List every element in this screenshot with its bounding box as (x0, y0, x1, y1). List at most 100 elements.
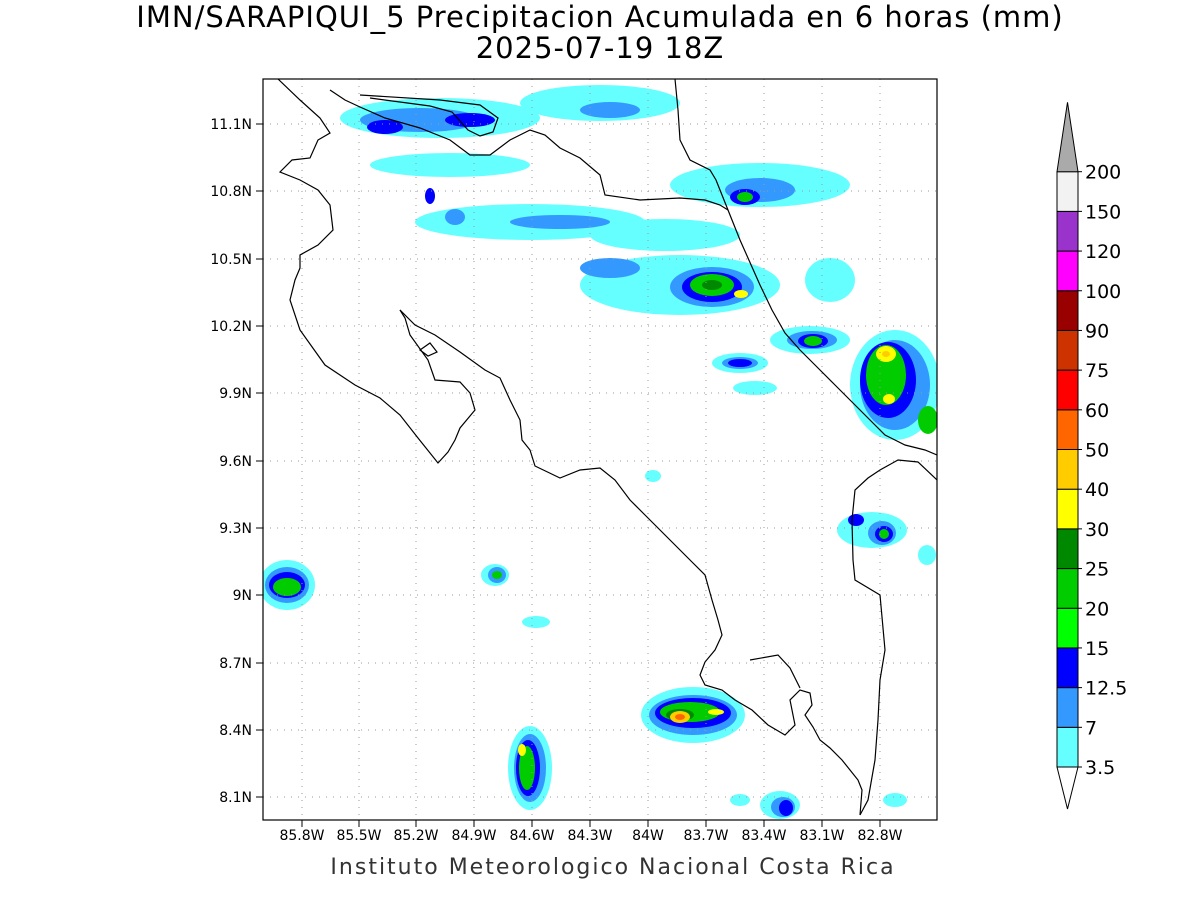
legend-level-label: 30 (1085, 519, 1109, 541)
legend-swatch (1056, 329, 1079, 371)
precip-area (882, 351, 890, 357)
precip-area (445, 113, 495, 127)
map-subtitle: 2025-07-19 18Z (475, 31, 725, 65)
precip-area (510, 215, 610, 229)
lat-label: 9.3N (219, 521, 252, 537)
lat-label: 11.1N (210, 117, 252, 133)
island-outline (418, 342, 438, 357)
legend-level-label: 90 (1085, 320, 1109, 342)
precip-area (883, 793, 907, 807)
precip-area (445, 209, 465, 225)
precip-area (273, 578, 301, 596)
legend-level-label: 75 (1085, 360, 1109, 382)
precip-area (918, 406, 937, 434)
legend-swatch (1056, 171, 1079, 212)
lat-label: 10.2N (210, 319, 252, 335)
lat-label: 8.4N (219, 723, 252, 739)
precip-area (580, 258, 640, 278)
lon-label: 83.4W (741, 828, 786, 844)
legend-swatch (1056, 488, 1079, 530)
lat-label: 8.1N (219, 790, 252, 806)
precip-area (848, 514, 864, 526)
lon-label: 83.7W (683, 828, 728, 844)
precip-area (779, 800, 793, 816)
legend-level-label: 100 (1085, 281, 1121, 303)
map-grid (263, 79, 937, 820)
precip-area (804, 336, 822, 346)
longitude-labels: 85.8W 85.5W 85.2W 84.9W 84.6W 84.3W 84W … (279, 828, 902, 844)
precip-area (805, 258, 855, 302)
legend-swatch (1056, 290, 1079, 331)
lon-label: 85.8W (279, 828, 324, 844)
lake-shore (359, 94, 499, 137)
legend-level-label: 60 (1085, 400, 1109, 422)
lon-label: 84.9W (451, 828, 496, 844)
map-title: IMN/SARAPIQUI_5 Precipitacion Acumulada … (136, 0, 1064, 34)
legend-level-label: 40 (1085, 479, 1109, 501)
legend-swatch (1056, 250, 1079, 292)
precip-area (918, 545, 936, 565)
gulf-coast (399, 309, 863, 816)
precip-area (866, 345, 906, 405)
legend-arrow-low (1056, 766, 1079, 810)
legend-level-label: 200 (1085, 162, 1121, 184)
lat-label: 9.9N (219, 386, 252, 402)
lat-label: 8.7N (219, 656, 252, 672)
axis-ticks (256, 123, 881, 827)
lon-label: 84W (632, 828, 664, 844)
nicaragua-border (329, 89, 729, 211)
legend-level-label: 20 (1085, 598, 1109, 620)
legend-swatch (1056, 210, 1079, 252)
precip-area (580, 102, 640, 118)
legend-swatch (1056, 647, 1079, 689)
precip-area (702, 280, 722, 290)
precip-area (370, 153, 530, 177)
caribbean-coast (674, 79, 937, 456)
precip-area (675, 714, 685, 720)
credit-text: Instituto Meteorologico Nacional Costa R… (330, 855, 896, 880)
precip-area (728, 359, 752, 367)
lon-label: 84.6W (509, 828, 554, 844)
legend-swatch (1056, 568, 1079, 609)
precip-area (519, 746, 535, 790)
legend-level-label: 150 (1085, 201, 1121, 223)
legend-swatch (1056, 369, 1079, 411)
legend-swatch (1056, 726, 1079, 768)
legend-swatch (1056, 449, 1079, 490)
precip-area (733, 381, 777, 395)
legend-level-label: 15 (1085, 638, 1109, 660)
lon-label: 85.5W (336, 828, 381, 844)
precip-area (734, 290, 748, 298)
legend-swatch (1056, 528, 1079, 570)
osa-peninsula (749, 654, 801, 689)
precip-area (645, 470, 661, 482)
legend-level-label: 25 (1085, 559, 1109, 581)
latitude-labels: 11.1N 10.8N 10.5N 10.2N 9.9N 9.6N 9.3N 9… (210, 117, 252, 806)
panama-border (851, 459, 937, 816)
legend-level-label: 7 (1085, 717, 1097, 739)
legend-arrow-high (1056, 102, 1079, 173)
legend-swatch (1056, 409, 1079, 450)
lat-label: 10.5N (210, 252, 252, 268)
lat-label: 9N (233, 588, 252, 604)
legend-level-label: 12.5 (1085, 678, 1127, 700)
lon-label: 83.1W (799, 828, 844, 844)
legend-level-label: 3.5 (1085, 757, 1115, 779)
precip-area (522, 616, 550, 628)
lat-label: 10.8N (210, 184, 252, 200)
precip-area (590, 219, 740, 251)
plot-frame (262, 78, 938, 821)
precip-area (737, 192, 753, 202)
legend-swatch (1056, 607, 1079, 649)
precip-area (492, 571, 502, 579)
color-legend: 3.5 7 12.5 15 20 25 30 40 50 60 75 90 100 120 150 200 (1056, 102, 1127, 810)
coastlines (277, 79, 937, 816)
lat-label: 9.6N (219, 454, 252, 470)
pacific-coast (277, 79, 476, 464)
precip-area (708, 709, 724, 715)
precip-field (263, 85, 937, 819)
legend-level-label: 120 (1085, 241, 1121, 263)
legend-level-label: 50 (1085, 440, 1109, 462)
precip-area (883, 394, 895, 404)
